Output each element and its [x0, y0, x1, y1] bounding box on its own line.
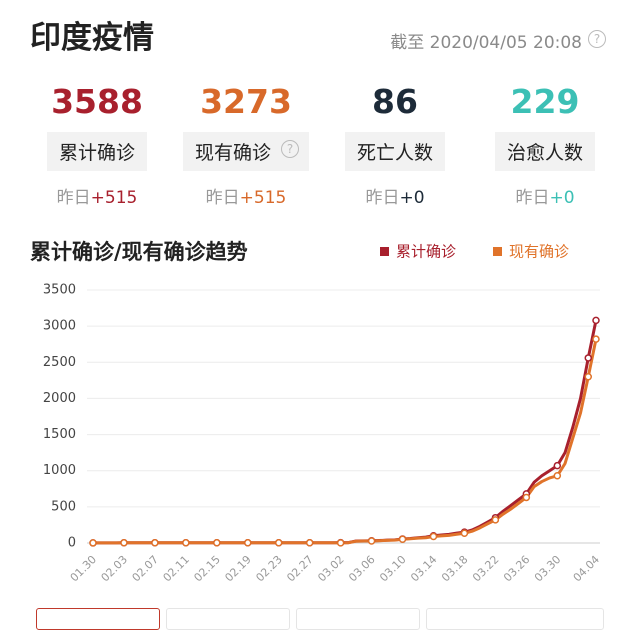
stat-card: 3588 累计确诊昨日+515 — [27, 82, 167, 208]
stat-label-wrap: 现有确诊? — [176, 124, 316, 171]
stat-value: 3588 — [51, 82, 143, 121]
stat-label: 累计确诊 — [46, 132, 147, 171]
chart-title: 累计确诊/现有确诊趋势 — [30, 240, 248, 264]
tab[interactable] — [166, 608, 290, 630]
stat-label-wrap: 死亡人数 — [325, 124, 465, 171]
x-tick-label: 03.18 — [439, 553, 470, 584]
point-marker — [244, 539, 252, 547]
series-line — [93, 338, 598, 545]
delta-prefix: 昨日 — [56, 188, 91, 208]
delta-prefix: 昨日 — [365, 188, 400, 208]
point-marker — [120, 539, 128, 547]
delta-value: +0 — [399, 188, 425, 208]
point-marker — [213, 539, 221, 547]
point-marker — [491, 516, 500, 524]
x-tick-label: 01.30 — [68, 553, 99, 584]
tab[interactable] — [426, 608, 604, 630]
help-icon[interactable]: ? — [588, 30, 606, 48]
x-tick-label: 03.10 — [377, 553, 408, 584]
point-marker — [592, 316, 600, 325]
point-marker — [151, 539, 159, 547]
point-marker — [584, 372, 593, 381]
y-tick-label: 3000 — [43, 319, 76, 334]
stat-label: 治愈人数 — [494, 132, 595, 171]
x-tick-label: 02.23 — [253, 553, 284, 584]
point-marker — [522, 493, 531, 502]
point-marker — [398, 535, 407, 543]
point-marker — [460, 529, 469, 537]
y-tick-label: 500 — [51, 499, 76, 514]
stat-card: 229 治愈人数昨日+0 — [475, 82, 615, 208]
stat-delta: 昨日+0 — [325, 183, 465, 208]
stat-label: 现有确诊? — [182, 132, 309, 171]
x-tick-label: 03.26 — [501, 553, 532, 584]
delta-prefix: 昨日 — [515, 188, 550, 208]
x-tick-label: 03.14 — [408, 553, 439, 584]
point-marker — [429, 532, 438, 541]
y-tick-label: 1500 — [43, 427, 76, 442]
stat-delta: 昨日+0 — [475, 183, 615, 208]
legend-swatch — [380, 247, 389, 256]
timestamp: 截至 2020/04/05 20:08 — [390, 28, 606, 53]
x-tick-label: 02.15 — [191, 553, 222, 584]
point-marker — [367, 537, 376, 545]
timestamp-text: 截至 2020/04/05 20:08 — [390, 33, 582, 53]
stat-value: 3273 — [200, 82, 292, 121]
help-icon[interactable]: ? — [281, 140, 299, 158]
point-marker — [584, 354, 593, 362]
x-tick-label: 02.19 — [222, 553, 253, 584]
tab[interactable] — [296, 608, 420, 630]
x-tick-label: 04.04 — [571, 553, 602, 584]
point-marker — [553, 472, 562, 480]
y-tick-label: 2000 — [43, 391, 76, 406]
y-tick-label: 0 — [68, 536, 76, 551]
point-marker — [274, 539, 283, 547]
stat-delta: 昨日+515 — [176, 183, 316, 208]
x-tick-label: 03.30 — [532, 553, 563, 584]
delta-prefix: 昨日 — [205, 188, 240, 208]
x-tick-label: 03.22 — [470, 553, 501, 584]
x-tick-label: 02.07 — [130, 553, 161, 584]
point-marker — [89, 539, 97, 547]
x-tick-label: 02.27 — [284, 553, 315, 584]
y-tick-label: 1000 — [43, 463, 76, 478]
delta-value: +515 — [239, 188, 287, 208]
x-tick-label: 02.11 — [161, 553, 192, 584]
x-tick-label: 02.03 — [99, 553, 130, 584]
stat-label-wrap: 治愈人数 — [475, 124, 615, 171]
page-title: 印度疫情 — [30, 20, 154, 56]
legend-label: 现有确诊 — [509, 243, 569, 261]
chart: 累计确诊/现有确诊趋势 0 500 1000 1500 2000 2500 3000 3500… — [30, 240, 602, 584]
legend-label: 累计确诊 — [396, 243, 456, 261]
stat-card: 86 死亡人数昨日+0 — [325, 82, 465, 208]
point-marker — [182, 539, 190, 547]
stat-label-wrap: 累计确诊 — [27, 124, 167, 171]
stat-value: 86 — [372, 82, 418, 121]
stat-label: 死亡人数 — [344, 132, 445, 171]
stat-value: 229 — [510, 82, 580, 121]
point-marker — [305, 539, 314, 547]
point-marker — [336, 539, 345, 547]
tab[interactable] — [36, 608, 160, 630]
delta-value: +0 — [549, 188, 575, 208]
legend-swatch — [493, 247, 502, 256]
delta-value: +515 — [90, 188, 138, 208]
y-tick-label: 3500 — [43, 283, 76, 298]
x-tick-label: 03.06 — [346, 553, 377, 584]
point-marker — [592, 335, 600, 343]
stat-card: 3273 现有确诊? 昨日+515 — [176, 82, 316, 208]
point-marker — [553, 461, 562, 470]
series-line — [93, 320, 598, 545]
stat-delta: 昨日+515 — [27, 183, 167, 208]
x-tick-label: 03.02 — [315, 553, 346, 584]
y-tick-label: 2500 — [43, 355, 76, 370]
